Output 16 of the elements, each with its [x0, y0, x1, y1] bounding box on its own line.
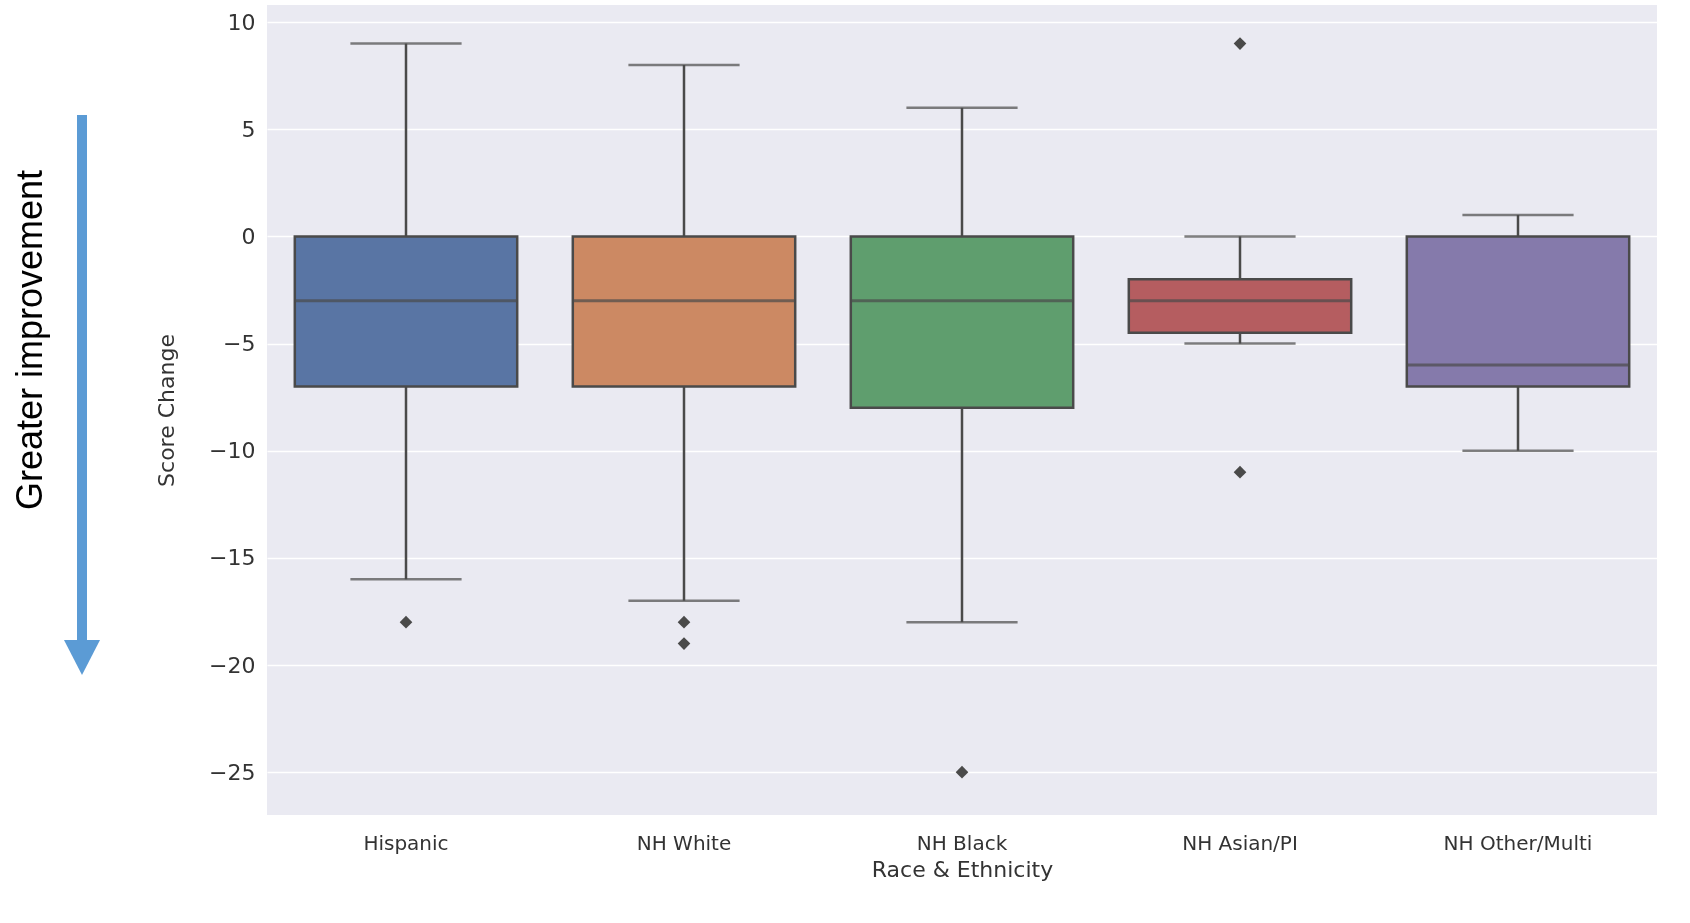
y-tick-label: −10: [209, 438, 256, 464]
x-axis-title: Race & Ethnicity: [871, 856, 1054, 882]
y-tick-label: 10: [227, 9, 256, 35]
x-tick-label: NH Asian/PI: [1182, 830, 1298, 855]
y-tick-label: 0: [241, 223, 256, 249]
y-tick-label: −5: [223, 331, 256, 357]
y-tick-label: −25: [209, 759, 256, 785]
y-tick-label: −15: [209, 545, 256, 571]
x-tick-label: NH Other/Multi: [1443, 830, 1593, 855]
y-axis-title: Score Change: [154, 334, 180, 487]
x-tick-label: NH White: [636, 830, 732, 855]
y-tick-label: 5: [241, 116, 256, 142]
y-tick-label: −20: [209, 652, 256, 678]
x-tick-label: Hispanic: [363, 830, 449, 855]
x-tick-label: NH Black: [916, 830, 1008, 855]
text: Greater improvement: [9, 169, 51, 511]
